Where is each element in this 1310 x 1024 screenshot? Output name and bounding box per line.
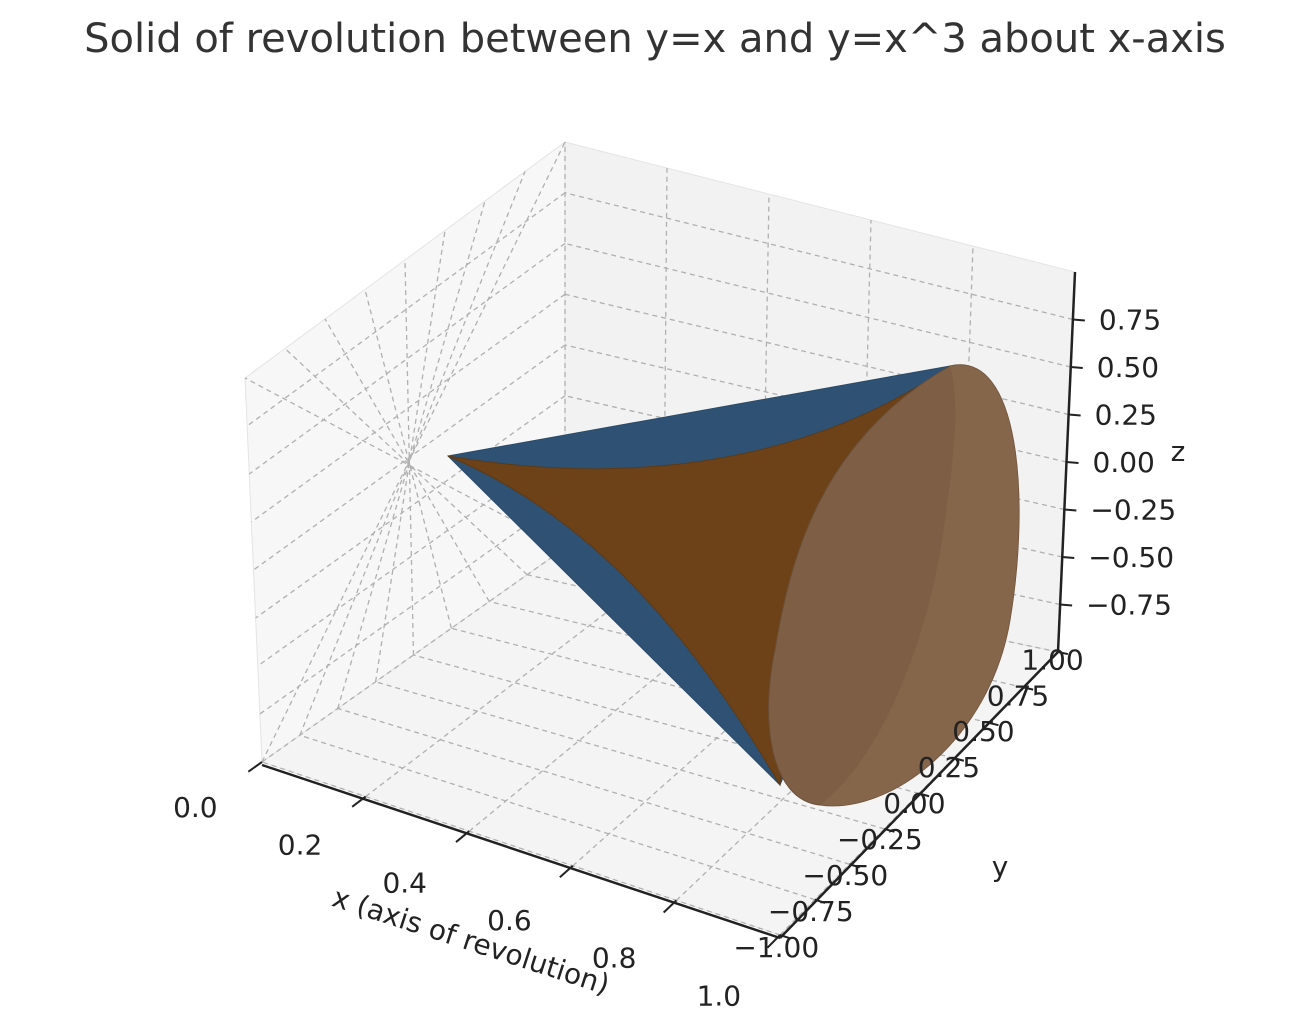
x-gridline-floor <box>261 547 566 763</box>
x-tick-mark <box>766 934 781 949</box>
z-gridline-left <box>248 242 566 475</box>
z-gridline-left <box>255 395 566 619</box>
y-tick-mark <box>1057 651 1069 656</box>
z-tick-label: 0.00 <box>1093 446 1155 479</box>
z-tick-mark <box>1070 366 1083 369</box>
x-tick-mark <box>455 830 470 843</box>
y-tick-mark <box>988 721 999 727</box>
y-tick-mark <box>849 863 861 869</box>
y-gridline-left <box>324 318 490 602</box>
x-axis-label: x (axis of revolution) <box>328 881 613 1002</box>
y-tick-label: −1.00 <box>733 931 819 964</box>
y-gridline-floor <box>375 681 885 830</box>
y-tick-label: 0.50 <box>952 715 1014 748</box>
z-tick-mark <box>1068 413 1081 417</box>
z-tick-mark <box>1064 508 1077 512</box>
x-tick-label: 0.2 <box>278 829 323 862</box>
y-gridline-left <box>404 259 415 656</box>
y-gridline-left <box>284 348 528 576</box>
y-gridline-floor <box>337 707 850 865</box>
y-tick-mark <box>814 898 826 904</box>
y-gridline-floor <box>413 654 920 795</box>
y-tick-mark <box>883 827 895 833</box>
z-tick-label: −0.75 <box>1086 589 1172 622</box>
z-gridline-left <box>250 293 566 523</box>
y-gridline-left <box>244 377 566 549</box>
x-tick-label: 1.0 <box>697 979 742 1012</box>
z-tick-mark <box>1062 556 1075 559</box>
axis-ticks: 0.00.20.40.60.81.0−1.00−0.75−0.50−0.250.… <box>173 304 1176 1013</box>
solid <box>446 364 1020 807</box>
x-axis-line <box>261 763 781 940</box>
y-tick-label: 0.00 <box>883 787 945 820</box>
y-tick-mark <box>953 757 965 762</box>
y-axis-line <box>779 651 1059 939</box>
y-tick-label: 0.75 <box>987 679 1049 712</box>
y-tick-label: −0.25 <box>837 823 923 856</box>
z-tick-mark <box>1060 603 1073 607</box>
x-tick-label: 0.4 <box>382 866 427 899</box>
y-tick-label: −0.75 <box>768 895 854 928</box>
y-tick-mark <box>779 934 791 940</box>
x-tick-mark <box>662 899 678 914</box>
z-gridline-back <box>564 192 1074 321</box>
z-tick-label: 0.25 <box>1095 399 1157 432</box>
y-tick-mark <box>918 792 930 798</box>
x-tick-mark <box>559 865 574 879</box>
z-gridline-back <box>564 242 1071 368</box>
x-tick-mark <box>247 761 263 773</box>
y-gridline-floor <box>451 627 954 759</box>
y-gridline-left <box>337 200 486 709</box>
y-tick-label: −0.50 <box>802 859 888 892</box>
end-cap-shading <box>820 364 1020 806</box>
x-tick-label: 0.0 <box>173 791 218 824</box>
x-tick-label: 0.6 <box>487 904 532 937</box>
z-tick-label: 0.75 <box>1099 304 1161 337</box>
y-axis-label: y <box>992 850 1009 883</box>
y-gridline-floor <box>261 761 781 936</box>
y-gridline-left <box>261 141 566 763</box>
y-tick-mark <box>1023 686 1034 691</box>
z-tick-mark <box>1066 461 1079 464</box>
y-tick-label: 0.25 <box>918 751 980 784</box>
chart-title: Solid of revolution between y=x and y=x^… <box>84 16 1226 62</box>
z-gridline-left <box>253 344 566 571</box>
y-gridline-floor <box>299 734 815 901</box>
x-tick-label: 0.8 <box>592 942 637 975</box>
y-gridline-left <box>299 171 526 736</box>
z-tick-label: −0.50 <box>1088 541 1174 574</box>
z-tick-label: −0.25 <box>1090 494 1176 527</box>
z-gridline-left <box>246 192 566 427</box>
x-tick-mark <box>351 795 367 808</box>
z-axis-label: z <box>1171 435 1186 468</box>
y-tick-label: 1.00 <box>1021 643 1083 676</box>
z-tick-mark <box>1072 318 1085 322</box>
z-tick-label: 0.50 <box>1097 351 1159 384</box>
